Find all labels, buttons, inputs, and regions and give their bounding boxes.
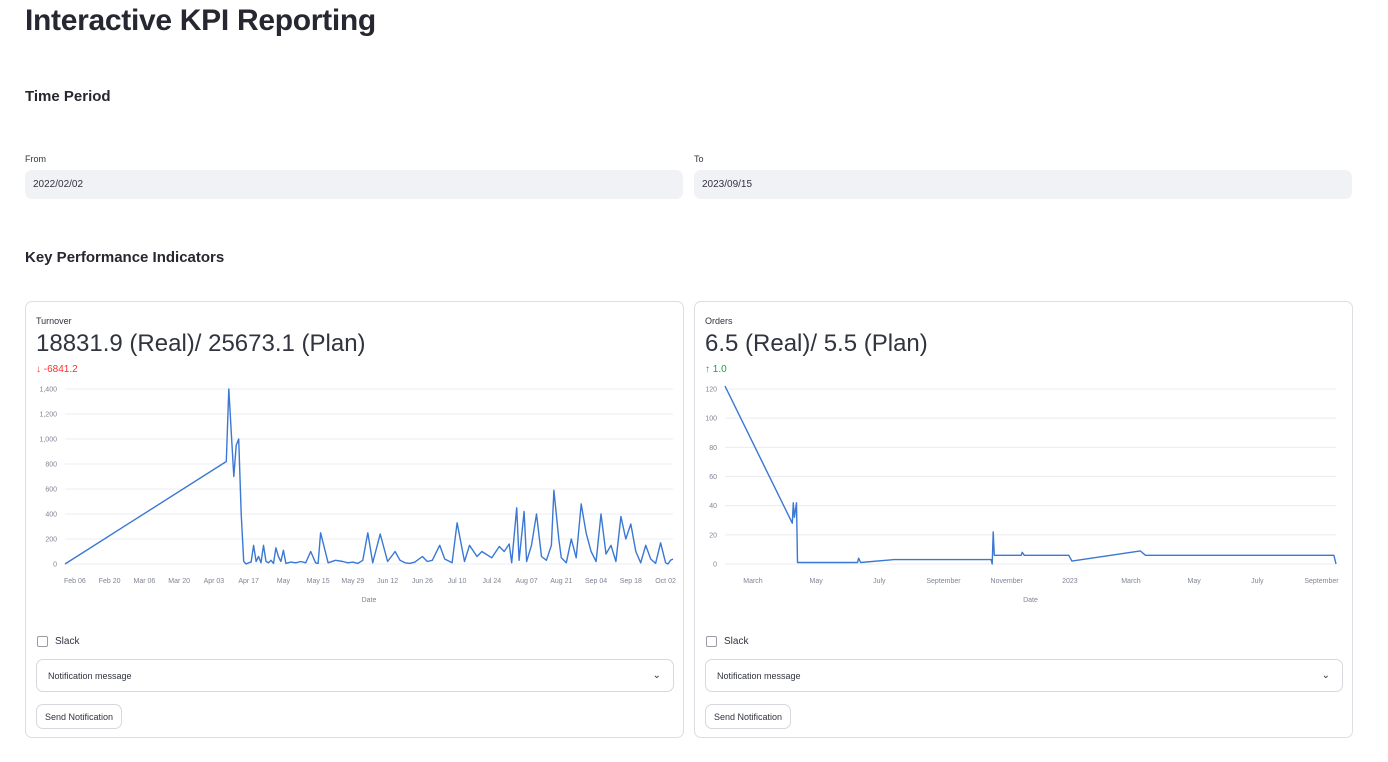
kpi-card-turnover: Turnover 18831.9 (Real)/ 25673.1 (Plan) … xyxy=(25,301,684,738)
x-tick-label: May xyxy=(1188,578,1202,585)
slack-checkbox-row[interactable]: Slack xyxy=(706,636,748,647)
slack-checkbox-label: Slack xyxy=(55,636,80,647)
series-line xyxy=(64,388,674,565)
x-tick-label: Jul 10 xyxy=(448,578,467,585)
x-tick-label: Sep 18 xyxy=(620,578,642,585)
x-tick-label: Aug 07 xyxy=(515,578,537,585)
y-tick-label: 1,000 xyxy=(39,437,57,444)
metric-delta-value: -6841.2 xyxy=(43,364,78,375)
slack-checkbox-label: Slack xyxy=(724,636,749,647)
metric-delta: ↑ 1.0 xyxy=(705,364,727,375)
x-tick-label: Apr 03 xyxy=(204,578,225,585)
y-tick-label: 600 xyxy=(45,487,57,494)
x-tick-label: July xyxy=(1251,578,1264,585)
x-tick-label: Mar 06 xyxy=(134,578,156,585)
slack-checkbox[interactable] xyxy=(37,636,48,647)
x-axis-label: Date xyxy=(1023,597,1038,604)
x-tick-label: Oct 02 xyxy=(655,578,676,585)
chevron-down-icon: ⌄ xyxy=(652,670,661,681)
notification-message-select[interactable]: Notification message ⌄ xyxy=(705,659,1343,692)
metric-value: 6.5 (Real)/ 5.5 (Plan) xyxy=(705,330,928,357)
y-tick-label: 0 xyxy=(53,562,57,569)
y-tick-label: 40 xyxy=(709,503,717,510)
x-tick-label: May xyxy=(277,578,291,585)
page-title: Interactive KPI Reporting xyxy=(25,4,376,37)
y-tick-label: 0 xyxy=(713,562,717,569)
chevron-down-icon: ⌄ xyxy=(1321,670,1330,681)
y-tick-label: 120 xyxy=(705,387,717,394)
y-tick-label: 80 xyxy=(709,445,717,452)
y-tick-label: 60 xyxy=(709,474,717,481)
x-tick-label: Jun 12 xyxy=(377,578,398,585)
send-notification-button[interactable]: Send Notification xyxy=(705,704,792,729)
x-tick-label: November xyxy=(991,578,1024,585)
x-tick-label: 2023 xyxy=(1062,578,1078,585)
notification-select-value: Notification message xyxy=(717,670,801,681)
x-tick-label: Mar 20 xyxy=(168,578,190,585)
kpi-card-orders: Orders 6.5 (Real)/ 5.5 (Plan) ↑ 1.0 0 20 4… xyxy=(694,301,1353,738)
slack-checkbox-row[interactable]: Slack xyxy=(37,636,79,647)
x-tick-label: Aug 21 xyxy=(550,578,572,585)
y-tick-label: 1,400 xyxy=(39,387,57,394)
metric-label: Orders xyxy=(705,316,733,326)
turnover-line-chart: 0 200 400 600 800 1,000 1,200 1,400 Feb 06 Feb 20… xyxy=(39,387,676,605)
time-period-heading: Time Period xyxy=(25,88,111,105)
x-tick-label: May 15 xyxy=(307,578,330,585)
to-label: To xyxy=(694,154,704,164)
y-tick-label: 200 xyxy=(45,537,57,544)
y-tick-label: 20 xyxy=(709,532,717,539)
notification-select-value: Notification message xyxy=(48,670,132,681)
kpi-heading: Key Performance Indicators xyxy=(25,249,225,266)
x-tick-label: September xyxy=(1304,578,1339,585)
y-tick-label: 1,200 xyxy=(39,412,57,419)
x-tick-label: Jun 26 xyxy=(412,578,433,585)
series-line xyxy=(724,385,1337,565)
x-tick-label: Feb 20 xyxy=(99,578,121,585)
arrow-down-icon: ↓ xyxy=(36,364,41,375)
from-date-input[interactable] xyxy=(25,170,683,199)
x-tick-label: Apr 17 xyxy=(238,578,259,585)
metric-value: 18831.9 (Real)/ 25673.1 (Plan) xyxy=(36,330,366,357)
orders-line-chart: 0 20 40 60 80 100 120 March May July September Nove… xyxy=(705,385,1339,604)
x-tick-label: September xyxy=(926,578,961,585)
notification-message-select[interactable]: Notification message ⌄ xyxy=(36,659,674,692)
x-axis-label: Date xyxy=(362,597,377,604)
from-label: From xyxy=(25,154,46,164)
x-tick-label: May xyxy=(810,578,824,585)
x-tick-label: March xyxy=(1121,578,1141,585)
x-tick-label: March xyxy=(743,578,763,585)
x-tick-label: May 29 xyxy=(341,578,364,585)
x-tick-label: Feb 06 xyxy=(64,578,86,585)
metric-label: Turnover xyxy=(36,316,72,326)
to-date-input[interactable] xyxy=(694,170,1352,199)
arrow-up-icon: ↑ xyxy=(705,364,710,375)
metric-delta: ↓ -6841.2 xyxy=(36,364,78,375)
y-tick-label: 100 xyxy=(705,416,717,423)
x-tick-label: Sep 04 xyxy=(585,578,607,585)
y-tick-label: 800 xyxy=(45,462,57,469)
y-tick-label: 400 xyxy=(45,512,57,519)
send-notification-button[interactable]: Send Notification xyxy=(36,704,123,729)
x-tick-label: Jul 24 xyxy=(482,578,501,585)
metric-delta-value: 1.0 xyxy=(712,364,727,375)
slack-checkbox[interactable] xyxy=(706,636,717,647)
x-tick-label: July xyxy=(873,578,886,585)
